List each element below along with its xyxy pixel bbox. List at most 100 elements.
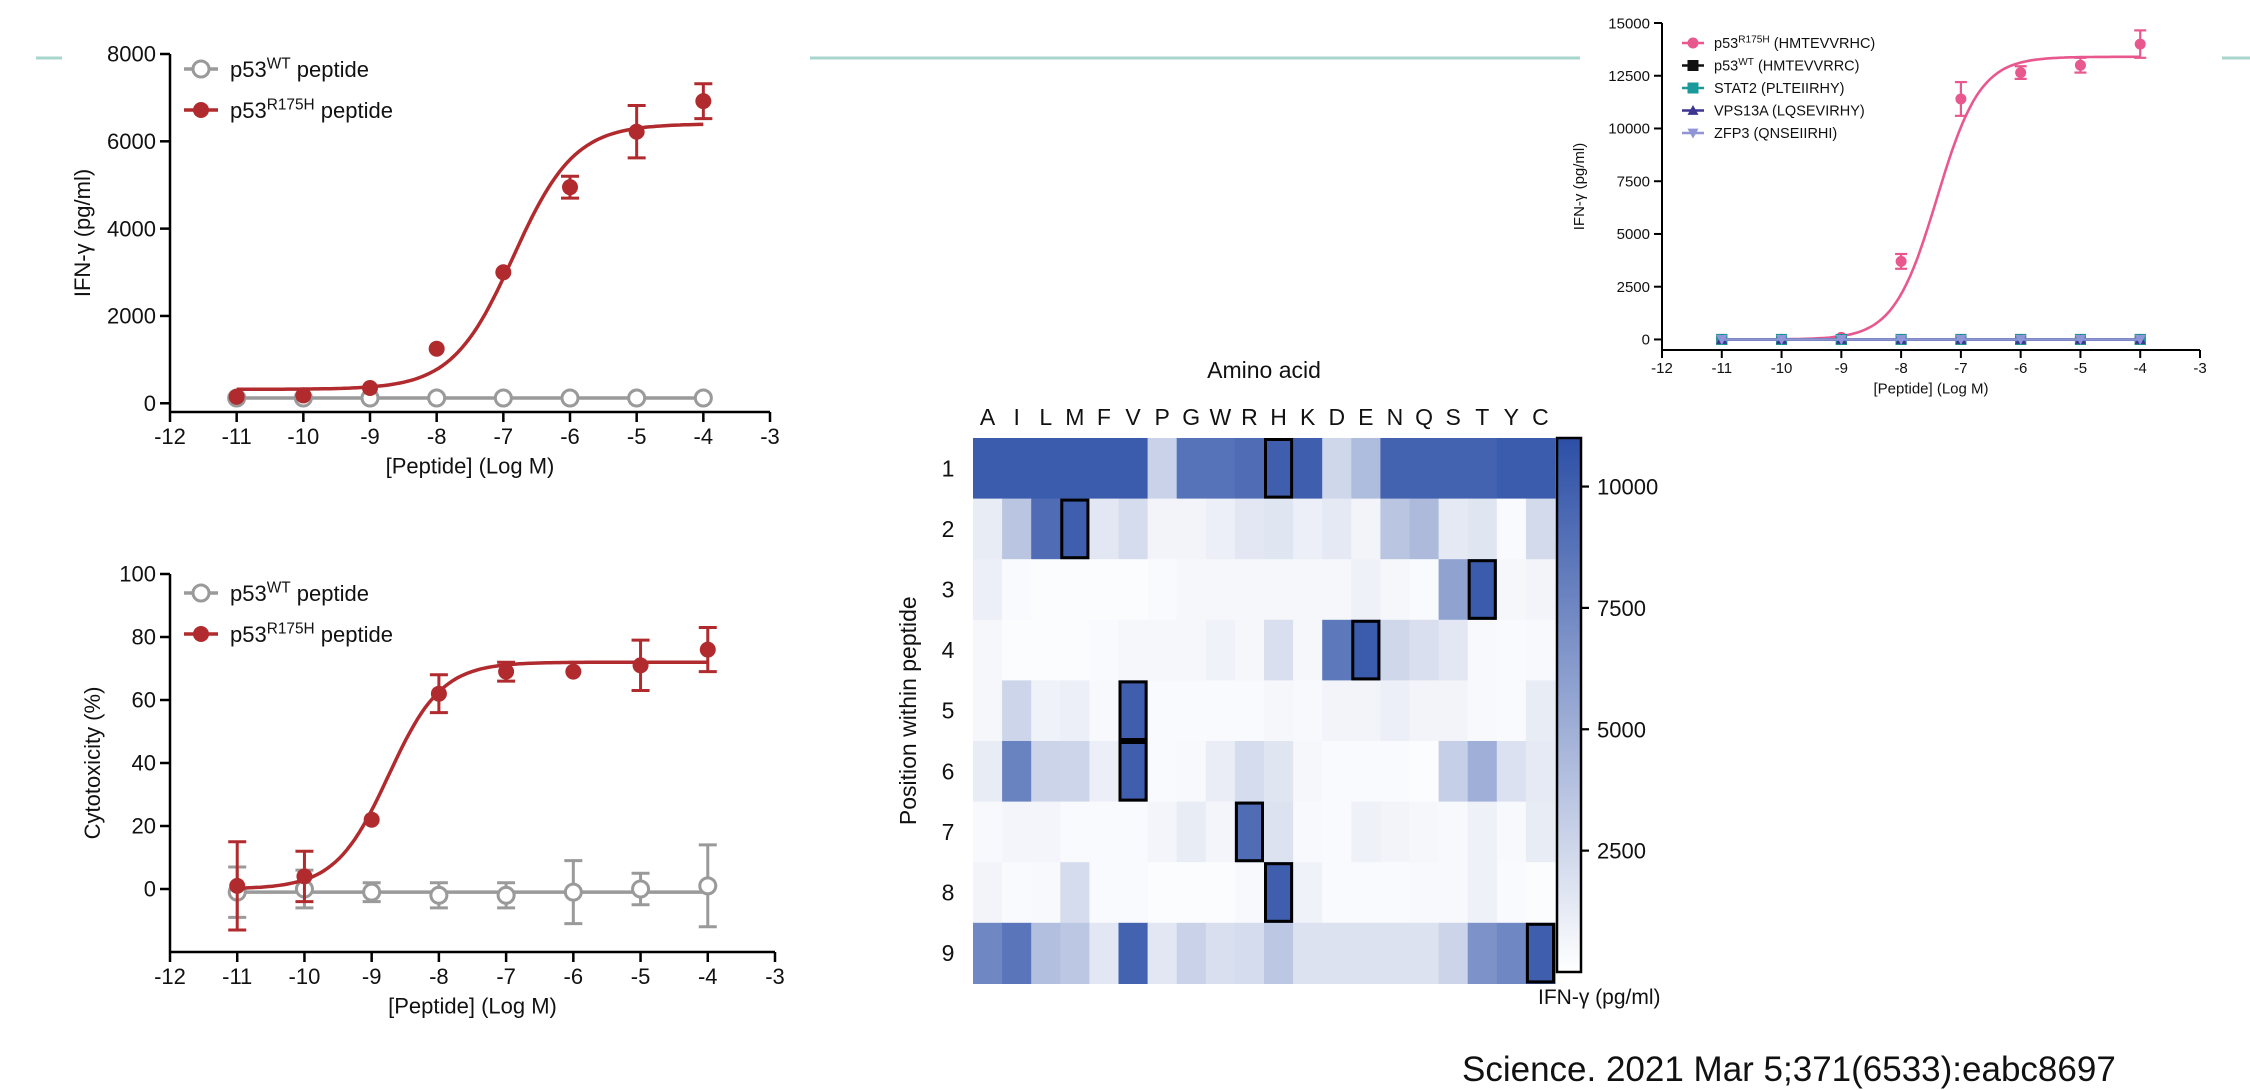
heatmap-cell [1089, 801, 1120, 863]
heatmap-cell [1467, 922, 1498, 984]
heatmap-cell [1496, 801, 1527, 863]
heatmap-cell [1438, 559, 1469, 621]
data-point [362, 379, 378, 396]
heatmap-cell [1205, 438, 1236, 500]
heatmap-cell [1409, 438, 1440, 500]
data-point [1835, 335, 1847, 345]
fit-curve [1721, 55, 2141, 341]
colorbar-tick-label: 10000 [1597, 475, 1658, 500]
heatmap-cell [1147, 922, 1178, 984]
heatmap-cell [1031, 922, 1061, 984]
heatmap-cell [1089, 922, 1120, 984]
legend-label-base: VPS13A (LQSEVIRHY) [1714, 104, 1865, 120]
heatmap-cell [1205, 801, 1236, 863]
data-point [295, 387, 312, 404]
heatmap-cell [1089, 619, 1120, 681]
highlighted-cell [1118, 741, 1148, 802]
heatmap-cell [1496, 559, 1527, 621]
heatmap-cell [1147, 498, 1178, 560]
heatmap-cell [1060, 498, 1090, 560]
heatmap-cell [1264, 922, 1294, 984]
legend-label: p53R175H peptide [230, 621, 393, 647]
heatmap-cell [1031, 438, 1061, 500]
heatmap-cell [1264, 741, 1294, 803]
heatmap-cell [1205, 619, 1236, 681]
series-4 [1716, 335, 2146, 345]
x-tick-label: -8 [427, 424, 447, 449]
legend-swatch-marker [1687, 105, 1699, 115]
legend-label-tail: (HMTEVVRRC) [1754, 59, 1860, 75]
y-tick-label: 7500 [1617, 173, 1650, 190]
heatmap-cell [1467, 741, 1498, 803]
data-point [1895, 255, 1907, 267]
heatmap-cell [1031, 801, 1061, 863]
y-tick-label: 2500 [1617, 279, 1650, 296]
x-tick-label: -9 [1835, 360, 1848, 377]
legend-swatch-marker [193, 626, 209, 642]
heatmap-cell [1322, 619, 1352, 681]
data-point [498, 663, 515, 680]
heatmap-cell [1496, 680, 1527, 742]
colorbar-tick-label: 7500 [1597, 596, 1646, 621]
heatmap-cell [1205, 498, 1236, 560]
legend-label: VPS13A (LQSEVIRHY) [1714, 104, 1865, 120]
heatmap-cell [1293, 559, 1323, 621]
axes: -12 -11 -10 -9 -8 -7 -6 -5 -4 -3 0 20 40 60 80 100 [Pept… [80, 562, 785, 1019]
heatmap-cell [1525, 680, 1556, 742]
legend-label: p53WT peptide [230, 580, 369, 606]
heatmap-cell [1234, 862, 1265, 924]
x-tick-label: -8 [1894, 360, 1907, 377]
y-tick-label: 8000 [107, 42, 156, 67]
heatmap-cell [1438, 680, 1469, 742]
x-tick-label: -11 [1711, 360, 1732, 377]
heatmap-cell [1147, 862, 1178, 924]
heatmap-cell [1060, 922, 1090, 984]
x-tick-label: -5 [631, 964, 651, 989]
heatmap-cell [1176, 922, 1207, 984]
heatmap-cell [1118, 619, 1149, 681]
heatmap-cell [1264, 862, 1294, 924]
data-point [495, 264, 512, 281]
position-label: 9 [942, 940, 955, 966]
highlighted-cell [1264, 862, 1294, 923]
colorbar: 10000 7500 5000 2500 IFN-γ (pg/ml) [1538, 436, 1661, 1009]
data-point [562, 179, 578, 196]
y-tick-label: 4000 [107, 216, 156, 241]
legend-label-superscript: WT [1738, 57, 1754, 68]
heatmap-cell [1409, 498, 1440, 560]
heatmap-cell [1264, 801, 1294, 863]
legend-label: p53R175H peptide [230, 97, 393, 123]
heatmap-cell [1176, 741, 1207, 803]
heatmap-cell [1293, 862, 1323, 924]
fit-curve [237, 660, 708, 890]
fit-curve [236, 122, 704, 392]
amino-acid-label: I [1013, 404, 1019, 430]
heatmap-cell [1409, 801, 1440, 863]
heatmap-cell [1293, 801, 1323, 863]
heatmap-cell [1380, 498, 1411, 560]
highlighted-cell [1351, 619, 1381, 681]
amino-acid-label: N [1387, 404, 1404, 430]
heatmap-cell [1118, 922, 1149, 984]
heatmap-cell [1438, 438, 1469, 500]
data-point [429, 885, 449, 905]
heatmap-cell [1525, 619, 1556, 681]
heatmap-cell [1322, 438, 1352, 500]
heatmap-cell [1089, 559, 1120, 621]
data-point [229, 877, 246, 894]
x-tick-label: -5 [627, 424, 647, 449]
legend-label-base: p53 [1714, 59, 1738, 75]
legend-label-base: p53 [1714, 36, 1738, 52]
legend-label-base: p53 [230, 57, 267, 82]
y-tick-label: 15000 [1608, 15, 1650, 32]
heatmap-cell [1234, 741, 1265, 803]
heatmap-cell [1380, 801, 1411, 863]
amino-acid-label: G [1182, 404, 1200, 430]
heatmap-cell [1322, 680, 1352, 742]
heatmap-cell [1525, 498, 1556, 560]
series-0 [1716, 29, 2147, 345]
heatmap-cell [1467, 862, 1498, 924]
data-point [2015, 67, 2027, 79]
data-point [493, 388, 513, 408]
heatmap-cell [1176, 438, 1207, 500]
